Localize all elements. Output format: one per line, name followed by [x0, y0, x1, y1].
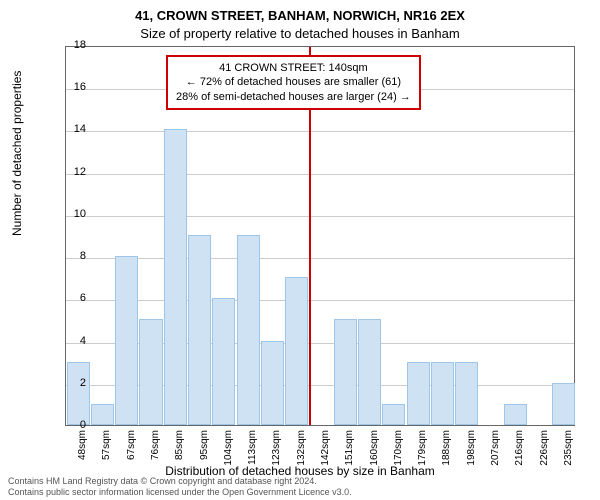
- histogram-bar: [261, 341, 284, 425]
- gridline: [66, 258, 574, 259]
- x-tick-label: 188sqm: [441, 430, 452, 470]
- y-tick-label: 14: [56, 123, 86, 135]
- histogram-bar: [67, 362, 90, 425]
- footer-line-1: Contains HM Land Registry data © Crown c…: [8, 476, 592, 487]
- callout-line-2: ← 72% of detached houses are smaller (61…: [176, 75, 411, 89]
- histogram-bar: [431, 362, 454, 425]
- plot-area: 41 CROWN STREET: 140sqm← 72% of detached…: [65, 46, 575, 426]
- histogram-bar: [552, 383, 575, 425]
- x-tick-label: 216sqm: [514, 430, 525, 470]
- y-tick-label: 12: [56, 166, 86, 178]
- histogram-bar: [188, 235, 211, 425]
- x-tick-label: 76sqm: [150, 430, 161, 470]
- y-tick-label: 18: [56, 39, 86, 51]
- x-tick-label: 48sqm: [77, 430, 88, 470]
- gridline: [66, 174, 574, 175]
- x-tick-label: 151sqm: [344, 430, 355, 470]
- x-tick-label: 235sqm: [563, 430, 574, 470]
- histogram-bar: [382, 404, 405, 425]
- y-tick-label: 2: [56, 377, 86, 389]
- histogram-bar: [455, 362, 478, 425]
- x-tick-label: 67sqm: [126, 430, 137, 470]
- chart-footer: Contains HM Land Registry data © Crown c…: [0, 476, 600, 498]
- x-tick-label: 160sqm: [369, 430, 380, 470]
- x-tick-label: 104sqm: [223, 430, 234, 470]
- histogram-bar: [504, 404, 527, 425]
- histogram-bar: [212, 298, 235, 425]
- y-tick-label: 8: [56, 250, 86, 262]
- x-tick-label: 132sqm: [296, 430, 307, 470]
- footer-line-2: Contains public sector information licen…: [8, 487, 592, 498]
- histogram-bar: [139, 319, 162, 425]
- chart-title-main: 41, CROWN STREET, BANHAM, NORWICH, NR16 …: [0, 8, 600, 23]
- histogram-bar: [115, 256, 138, 425]
- x-tick-label: 226sqm: [539, 430, 550, 470]
- y-tick-label: 6: [56, 292, 86, 304]
- x-tick-label: 95sqm: [199, 430, 210, 470]
- x-tick-label: 207sqm: [490, 430, 501, 470]
- gridline: [66, 216, 574, 217]
- histogram-bar: [237, 235, 260, 425]
- callout-box: 41 CROWN STREET: 140sqm← 72% of detached…: [166, 55, 421, 110]
- gridline: [66, 300, 574, 301]
- histogram-bar: [285, 277, 308, 425]
- x-tick-label: 57sqm: [101, 430, 112, 470]
- callout-line-3: 28% of semi-detached houses are larger (…: [176, 90, 411, 104]
- histogram-bar: [164, 129, 187, 425]
- chart-title-sub: Size of property relative to detached ho…: [0, 26, 600, 41]
- x-tick-label: 179sqm: [417, 430, 428, 470]
- gridline: [66, 131, 574, 132]
- histogram-bar: [358, 319, 381, 425]
- x-tick-label: 85sqm: [174, 430, 185, 470]
- y-tick-label: 16: [56, 81, 86, 93]
- x-tick-label: 198sqm: [466, 430, 477, 470]
- y-tick-label: 10: [56, 208, 86, 220]
- x-tick-label: 123sqm: [271, 430, 282, 470]
- y-axis-label: Number of detached properties: [10, 71, 24, 236]
- histogram-bar: [91, 404, 114, 425]
- histogram-bar: [334, 319, 357, 425]
- x-tick-label: 113sqm: [247, 430, 258, 470]
- histogram-bar: [407, 362, 430, 425]
- y-tick-label: 4: [56, 335, 86, 347]
- callout-line-1: 41 CROWN STREET: 140sqm: [176, 61, 411, 75]
- chart-container: 41, CROWN STREET, BANHAM, NORWICH, NR16 …: [0, 0, 600, 500]
- x-tick-label: 142sqm: [320, 430, 331, 470]
- x-tick-label: 170sqm: [393, 430, 404, 470]
